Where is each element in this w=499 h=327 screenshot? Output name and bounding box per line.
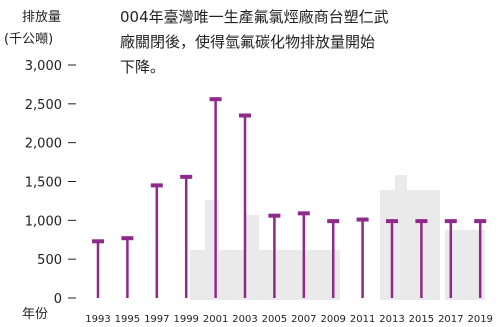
x-tick-label: 1997 — [144, 314, 169, 325]
y-ticks: 3,000 2,500 2,000 1,500 1,000 500 0 — [25, 59, 76, 307]
x-tick-label: 2013 — [379, 314, 404, 325]
x-tick-label: 2003 — [232, 314, 257, 325]
bars — [92, 97, 487, 298]
x-tick-label: 2007 — [291, 314, 316, 325]
x-tick-label: 1993 — [85, 314, 110, 325]
y-tick-label: 2,000 — [25, 137, 62, 152]
x-tick-label: 2005 — [262, 314, 287, 325]
y-tick-label: 3,000 — [25, 59, 62, 74]
x-tick-label: 2009 — [320, 314, 345, 325]
annotation-line-1: 004年臺灣唯一生產氟氯烴廠商台塑仁武 — [120, 8, 389, 26]
x-tick-label: 1999 — [173, 314, 198, 325]
x-tick-label: 2015 — [409, 314, 434, 325]
y-axis-label: 排放量 (千公噸) — [4, 10, 61, 47]
annotation: 004年臺灣唯一生產氟氯烴廠商台塑仁武 廠關閉後，使得氫氟碳化物排放量開始 下降… — [120, 8, 389, 76]
factory-watermark — [190, 175, 485, 300]
y-axis-label-line-2: (千公噸) — [4, 32, 53, 47]
annotation-line-2: 廠關閉後，使得氫氟碳化物排放量開始 — [120, 33, 375, 51]
y-tick-label: 1,000 — [25, 214, 62, 229]
y-tick-label: 2,500 — [25, 98, 62, 113]
x-ticks: 1993 1995 1997 1999 2001 2003 2005 2007 2009 2011… — [85, 314, 493, 325]
x-tick-label: 1995 — [115, 314, 140, 325]
y-tick-label: 0 — [54, 292, 62, 307]
x-tick-label: 2011 — [350, 314, 375, 325]
x-tick-label: 2019 — [467, 314, 492, 325]
y-tick-label: 1,500 — [25, 176, 62, 191]
x-tick-label: 2001 — [203, 314, 228, 325]
x-axis-label: 年份 — [22, 307, 48, 322]
x-tick-label: 2017 — [438, 314, 463, 325]
annotation-line-3: 下降。 — [120, 58, 165, 76]
y-axis-label-line-1: 排放量 — [22, 10, 61, 25]
y-tick-label: 500 — [37, 253, 62, 268]
